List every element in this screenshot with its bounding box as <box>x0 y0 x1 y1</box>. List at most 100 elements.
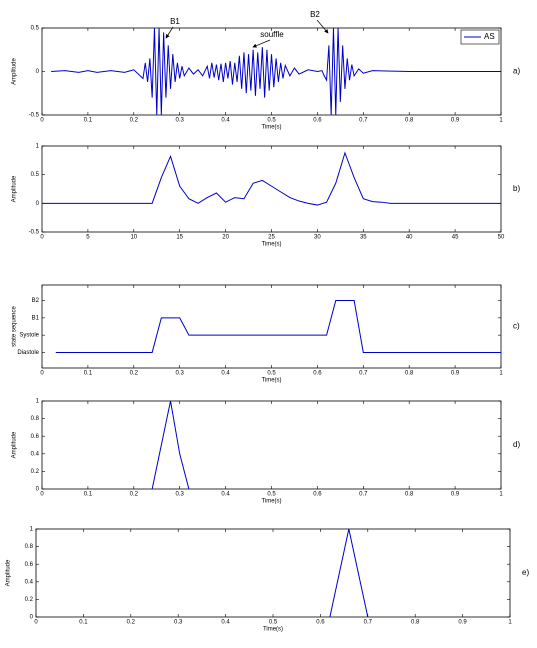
y-tick-label: 0.6 <box>31 434 40 440</box>
plot-area <box>41 400 502 490</box>
x-tick-label: 0.5 <box>267 371 276 377</box>
y-tick-label: 0.5 <box>31 26 40 32</box>
plot-area <box>35 528 511 618</box>
x-tick-label: 0 <box>40 492 44 498</box>
data-line <box>329 528 369 618</box>
x-tick-label: 0.6 <box>313 371 322 377</box>
x-tick-label: 0.3 <box>174 620 183 626</box>
annotation-arrow <box>252 39 271 48</box>
y-tick-label: -0.5 <box>29 230 40 236</box>
x-axis-label: Time(s) <box>261 499 281 505</box>
x-tick-label: 0.1 <box>84 371 93 377</box>
x-tick-label: 1 <box>499 492 503 498</box>
annotation-arrow <box>165 26 174 39</box>
y-axis-label: Amplitude <box>12 175 18 202</box>
x-tick-label: 0.4 <box>221 118 230 124</box>
x-tick-label: 0.1 <box>84 492 93 498</box>
x-tick-label: 0.6 <box>313 118 322 124</box>
x-tick-label: 0 <box>40 235 44 241</box>
annotation: B2 <box>310 10 320 19</box>
x-tick-label: 0.2 <box>127 620 136 626</box>
plot-area <box>41 284 502 369</box>
y-tick-label: 0.6 <box>25 562 34 568</box>
y-tick-label: 0.8 <box>25 544 34 550</box>
x-axis-label: Time(s) <box>263 627 283 633</box>
annotation: B1 <box>170 17 180 26</box>
y-tick-label: 0 <box>36 487 40 493</box>
x-tick-label: 0.2 <box>130 118 139 124</box>
x-tick-label: 30 <box>314 235 321 241</box>
x-tick-label: 0.6 <box>313 492 322 498</box>
x-axis-label: Time(s) <box>261 125 281 131</box>
x-tick-label: 0.4 <box>221 620 230 626</box>
x-tick-label: 0.7 <box>359 118 368 124</box>
x-axis-label: Time(s) <box>261 242 281 248</box>
x-tick-label: 25 <box>268 235 275 241</box>
x-tick-label: 0.1 <box>84 118 93 124</box>
x-tick-label: 0.3 <box>176 492 185 498</box>
x-tick-label: 0.3 <box>176 118 185 124</box>
y-tick-label: 1 <box>36 399 40 405</box>
x-tick-label: 20 <box>222 235 229 241</box>
panel-label: d) <box>513 440 520 449</box>
panel-label: c) <box>513 322 520 331</box>
plot-area <box>41 145 502 233</box>
x-tick-label: 0.9 <box>451 371 460 377</box>
data-line <box>51 27 501 116</box>
y-tick-label: B1 <box>32 315 40 321</box>
x-tick-label: 0.7 <box>364 620 373 626</box>
x-tick-label: 5 <box>86 235 90 241</box>
x-tick-label: 50 <box>498 235 505 241</box>
x-axis-label: Time(s) <box>261 378 281 384</box>
x-tick-label: 0.2 <box>130 492 139 498</box>
x-tick-label: 15 <box>176 235 183 241</box>
x-tick-label: 0.4 <box>221 371 230 377</box>
y-tick-label: 0.4 <box>31 451 40 457</box>
x-tick-label: 0.9 <box>451 118 460 124</box>
x-tick-label: 0.3 <box>176 371 185 377</box>
x-tick-label: 0.7 <box>359 492 368 498</box>
x-tick-label: 0.8 <box>411 620 420 626</box>
x-tick-label: 10 <box>130 235 137 241</box>
y-axis-label: state sequence <box>12 305 18 346</box>
x-tick-label: 0.8 <box>405 492 414 498</box>
y-tick-label: 0.4 <box>25 579 34 585</box>
x-tick-label: 0.9 <box>458 620 467 626</box>
y-tick-label: Systole <box>19 333 39 339</box>
y-tick-label: 0.2 <box>31 469 40 475</box>
y-tick-label: B2 <box>32 298 40 304</box>
panel-label: e) <box>522 568 529 577</box>
y-tick-label: 0 <box>36 201 40 207</box>
y-tick-label: 0.2 <box>25 597 34 603</box>
x-tick-label: 45 <box>452 235 459 241</box>
x-tick-label: 0.9 <box>451 492 460 498</box>
x-tick-label: 0.5 <box>269 620 278 626</box>
x-tick-label: 0 <box>40 371 44 377</box>
legend-label: AS <box>484 32 495 41</box>
y-tick-label: 0 <box>30 615 34 621</box>
x-tick-label: 0.2 <box>130 371 139 377</box>
data-line <box>55 300 501 353</box>
x-tick-label: 1 <box>499 118 503 124</box>
y-tick-label: 0.5 <box>31 172 40 178</box>
y-axis-label: Amplitude <box>12 431 18 458</box>
y-tick-label: 1 <box>30 527 34 533</box>
annotation: souffle <box>260 30 284 39</box>
x-tick-label: 0.7 <box>359 371 368 377</box>
x-tick-label: 0.4 <box>221 492 230 498</box>
panel-label: b) <box>513 184 520 193</box>
x-tick-label: 0.8 <box>405 118 414 124</box>
data-line <box>151 400 190 490</box>
x-tick-label: 1 <box>508 620 512 626</box>
annotation-arrow <box>316 19 329 34</box>
x-tick-label: 35 <box>360 235 367 241</box>
x-tick-label: 0.8 <box>405 371 414 377</box>
data-line <box>42 151 501 206</box>
y-tick-label: -0.5 <box>29 113 40 119</box>
x-tick-label: 0 <box>40 118 44 124</box>
y-tick-label: 0 <box>36 69 40 75</box>
x-tick-label: 1 <box>499 371 503 377</box>
y-tick-label: Diastole <box>17 350 39 356</box>
x-tick-label: 0.6 <box>316 620 325 626</box>
